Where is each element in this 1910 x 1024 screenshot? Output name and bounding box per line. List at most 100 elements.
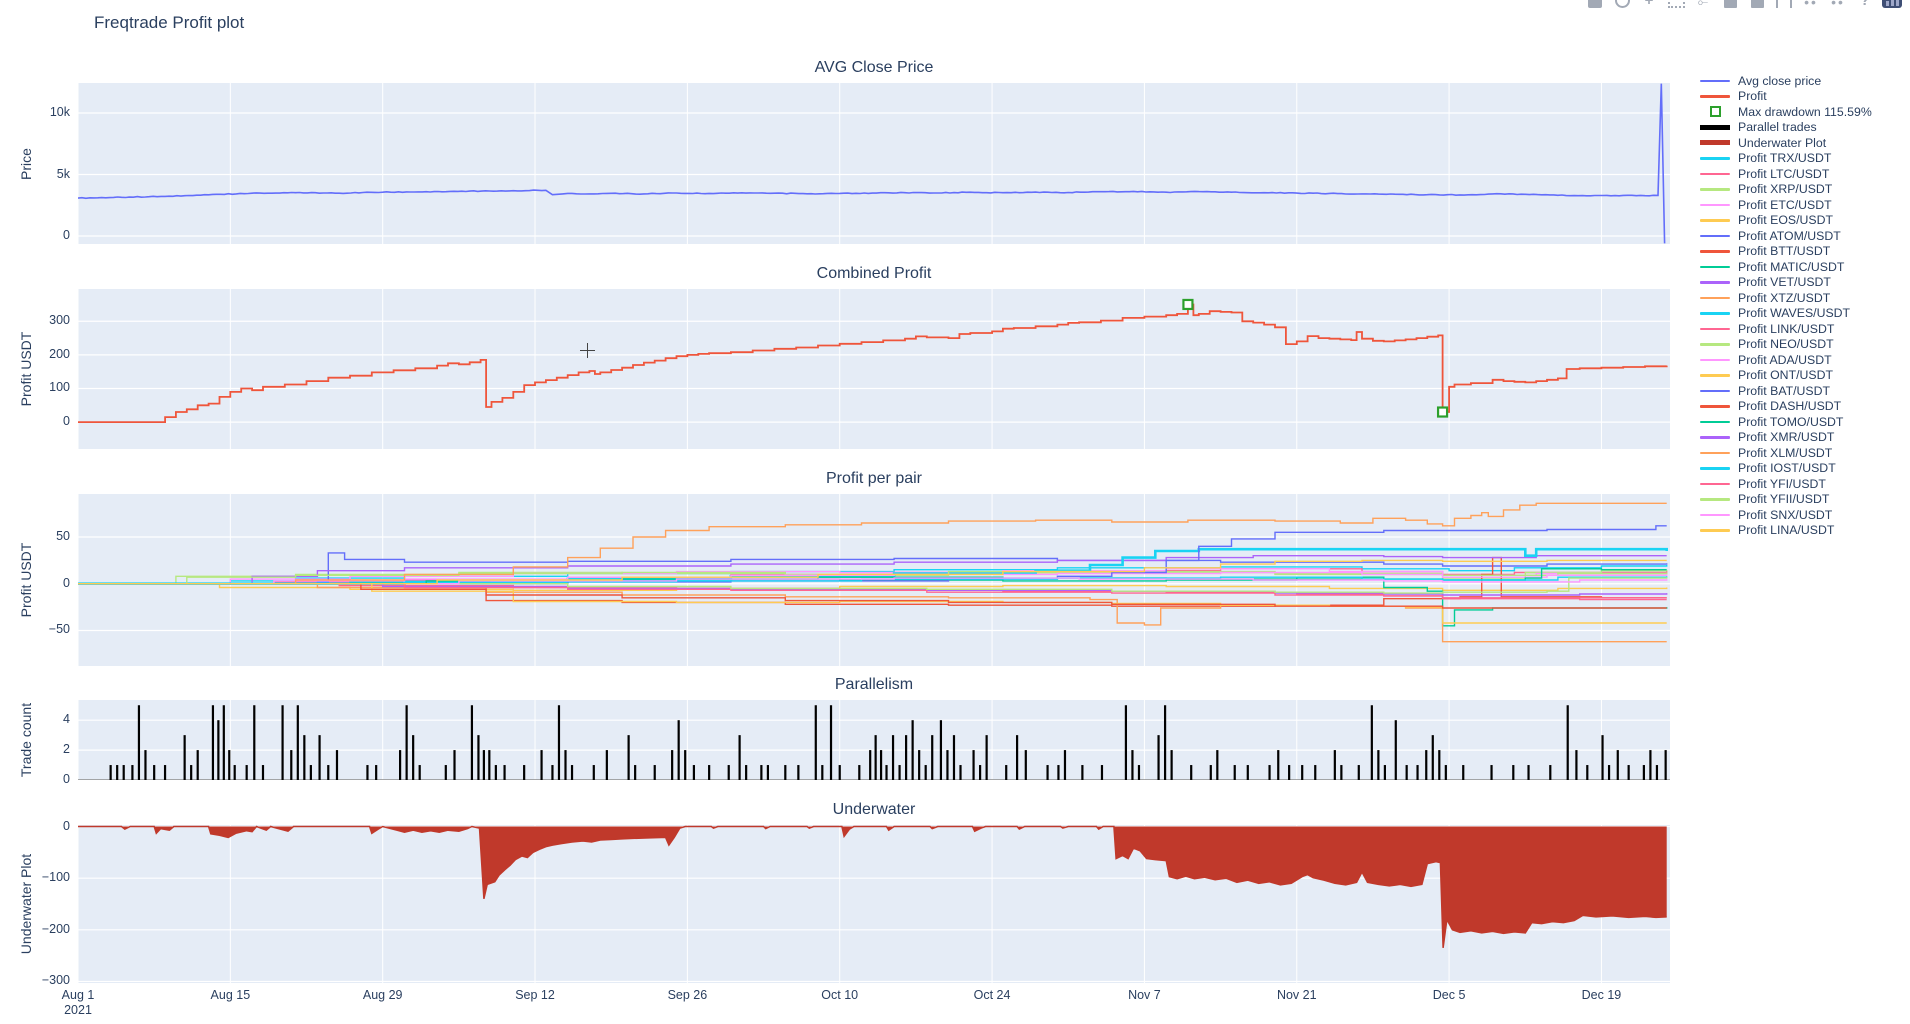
legend-item-profit-xrp-usdt[interactable]: Profit XRP/USDT (1700, 182, 1905, 198)
parallel-trades-bar (1416, 765, 1419, 780)
legend-item-label: Profit LINK/USDT (1738, 321, 1835, 336)
reset-axes-icon[interactable]: •• (1804, 0, 1818, 8)
subplot-avg-close-price-panel[interactable] (78, 83, 1670, 244)
parallel-trades-bar (253, 705, 256, 780)
y-axis-title-avg-close-price: Price (18, 147, 34, 180)
legend-item-profit-trx-usdt[interactable]: Profit TRX/USDT (1700, 151, 1905, 167)
legend-item-avg-close-price[interactable]: Avg close price (1700, 73, 1905, 89)
legend-item-underwater-plot[interactable]: Underwater Plot (1700, 135, 1905, 151)
parallel-trades-bar (1527, 765, 1530, 780)
legend-item-profit-yfi-usdt[interactable]: Profit YFI/USDT (1700, 476, 1905, 492)
legend-item-profit-snx-usdt[interactable]: Profit SNX/USDT (1700, 507, 1905, 523)
legend-item-profit-etc-usdt[interactable]: Profit ETC/USDT (1700, 197, 1905, 213)
plotly-logo[interactable] (1882, 0, 1902, 8)
camera-icon[interactable] (1585, 0, 1605, 8)
parallel-trades-bar (163, 765, 167, 780)
legend-item-parallel-trades[interactable]: Parallel trades (1700, 120, 1905, 136)
zoom-in-icon[interactable] (1720, 0, 1740, 8)
parallel-trades-bar (891, 735, 895, 780)
trace-color-swatch (1700, 312, 1730, 315)
parallel-trades-bar (131, 765, 134, 780)
parallel-trades-bar (1425, 750, 1428, 780)
parallel-trades-bar (482, 750, 485, 780)
zoom-out-icon[interactable] (1747, 0, 1767, 8)
legend-item-profit-eos-usdt[interactable]: Profit EOS/USDT (1700, 213, 1905, 229)
parallel-trades-bar (1157, 735, 1160, 780)
legend-item-profit-iost-usdt[interactable]: Profit IOST/USDT (1700, 461, 1905, 477)
parallel-trades-bar (109, 765, 112, 780)
box-select-icon[interactable] (1666, 0, 1686, 8)
subplot-combined-profit-panel[interactable] (78, 289, 1670, 449)
parallel-trades-bar (1566, 705, 1569, 780)
legend-item-profit-xtz-usdt[interactable]: Profit XTZ/USDT (1700, 290, 1905, 306)
parallel-trades-bar (1405, 765, 1408, 780)
legend-item-profit-link-usdt[interactable]: Profit LINK/USDT (1700, 321, 1905, 337)
legend-item-profit-bat-usdt[interactable]: Profit BAT/USDT (1700, 383, 1905, 399)
parallel-trades-bar (1649, 750, 1652, 780)
trace-color-swatch (1700, 451, 1730, 454)
legend-item-profit[interactable]: Profit (1700, 89, 1905, 105)
legend-item-label: Profit LINA/USDT (1738, 523, 1835, 538)
parallel-trades-bar (821, 765, 824, 780)
parallel-trades-bar (885, 765, 888, 780)
legend-item-profit-matic-usdt[interactable]: Profit MATIC/USDT (1700, 259, 1905, 275)
trace-color-swatch (1700, 513, 1730, 516)
legend-item-profit-xmr-usdt[interactable]: Profit XMR/USDT (1700, 430, 1905, 446)
hover-closest-icon[interactable]: •• (1831, 0, 1845, 8)
parallel-trades-bar (1340, 765, 1343, 780)
legend-item-label: Profit WAVES/USDT (1738, 306, 1851, 321)
parallel-trades-bar (190, 765, 193, 780)
parallel-trades-bar (1438, 750, 1441, 780)
parallel-trades-bar (1216, 750, 1219, 780)
parallel-trades-bar (727, 765, 730, 780)
trace-color-swatch (1700, 250, 1730, 253)
legend-item-profit-vet-usdt[interactable]: Profit VET/USDT (1700, 275, 1905, 291)
parallel-trades-bar (766, 765, 770, 780)
legend-item-profit-tomo-usdt[interactable]: Profit TOMO/USDT (1700, 414, 1905, 430)
subplot-title-underwater: Underwater (832, 801, 916, 818)
y-tick-label: 0 (63, 772, 70, 786)
trace-profit-lina-usdt (78, 559, 1667, 585)
legend-item-profit-neo-usdt[interactable]: Profit NEO/USDT (1700, 337, 1905, 353)
subplot-parallelism-panel[interactable] (78, 700, 1670, 780)
parallel-trades-bar (1057, 765, 1060, 780)
legend-item-max-drawdown-115-59[interactable]: Max drawdown 115.59% (1700, 104, 1905, 120)
legend-item-label: Profit ATOM/USDT (1738, 228, 1841, 243)
hover-compare-icon[interactable]: ? (1855, 0, 1875, 8)
legend-item-profit-lina-usdt[interactable]: Profit LINA/USDT (1700, 523, 1905, 539)
legend-item-profit-ada-usdt[interactable]: Profit ADA/USDT (1700, 352, 1905, 368)
parallel-trades-bar (1233, 765, 1236, 780)
zoom-icon[interactable] (1612, 0, 1632, 8)
legend-item-profit-ltc-usdt[interactable]: Profit LTC/USDT (1700, 166, 1905, 182)
lasso-icon[interactable]: ⟜ (1697, 0, 1709, 8)
parallel-trades-bar (1209, 765, 1212, 780)
legend-item-profit-yfii-usdt[interactable]: Profit YFII/USDT (1700, 492, 1905, 508)
legend-item-label: Profit IOST/USDT (1738, 461, 1836, 476)
parallel-trades-bar (296, 705, 299, 780)
legend-item-profit-waves-usdt[interactable]: Profit WAVES/USDT (1700, 306, 1905, 322)
pan-icon[interactable]: + (1639, 0, 1659, 8)
legend-item-profit-atom-usdt[interactable]: Profit ATOM/USDT (1700, 228, 1905, 244)
trace-profit-vet-usdt (78, 555, 1667, 585)
parallel-trades-bar (418, 765, 421, 780)
parallel-trades-bar (503, 765, 506, 780)
trace-profit (78, 303, 1668, 423)
parallel-trades-bar (366, 765, 369, 780)
trace-color-swatch (1700, 482, 1730, 485)
autoscale-icon[interactable] (1774, 0, 1794, 8)
legend-item-profit-xlm-usdt[interactable]: Profit XLM/USDT (1700, 445, 1905, 461)
trace-profit-yfii-usdt (78, 577, 1668, 594)
parallel-trades-bar (1370, 705, 1373, 780)
parallel-trades-bar (879, 750, 883, 780)
parallel-trades-bar (335, 750, 339, 780)
parallel-trades-bar (1314, 765, 1317, 780)
legend-item-profit-dash-usdt[interactable]: Profit DASH/USDT (1700, 399, 1905, 415)
y-tick-label: 0 (63, 818, 70, 833)
parallel-trades-bar (233, 765, 236, 780)
legend-item-profit-ont-usdt[interactable]: Profit ONT/USDT (1700, 368, 1905, 384)
parallel-trades-bar (905, 735, 908, 780)
legend-item-profit-btt-usdt[interactable]: Profit BTT/USDT (1700, 244, 1905, 260)
parallel-trades-bar (183, 735, 186, 780)
parallel-trades-bar (477, 735, 480, 780)
